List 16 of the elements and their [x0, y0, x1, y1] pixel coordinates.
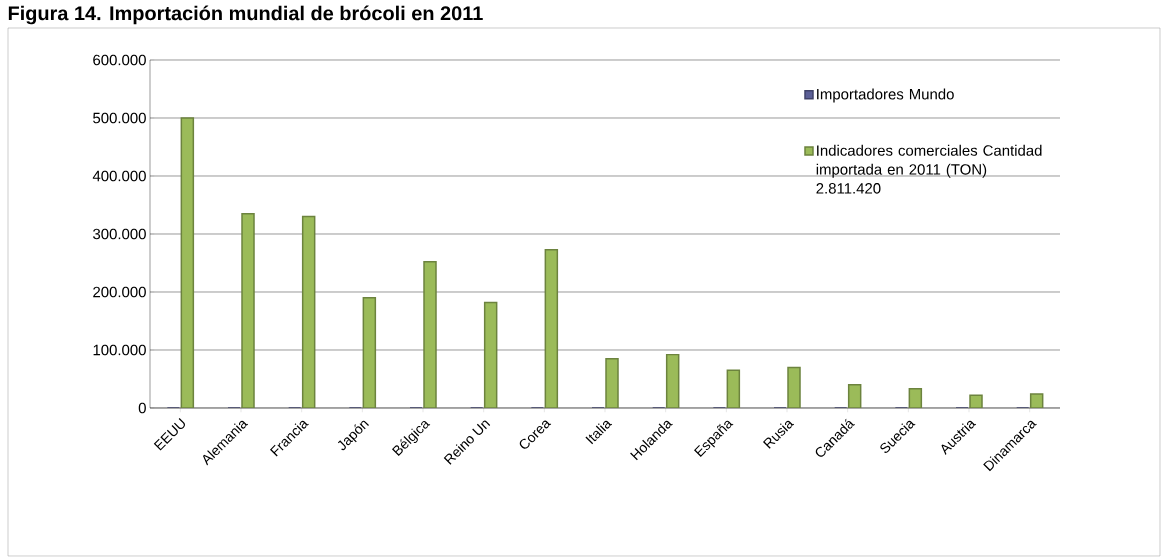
bar	[544, 248, 559, 408]
y-tick-label: 600.000	[93, 54, 146, 66]
y-tick-label: 100.000	[93, 344, 146, 356]
x-tick-label: Italia	[585, 420, 613, 445]
bar	[301, 215, 316, 408]
legend-label: Indicadores comerciales Cantidad importada en 2011 (TON) 2.811.420	[816, 144, 1042, 194]
y-tick-label: 500.000	[93, 112, 146, 124]
y-tick-label: 300.000	[93, 228, 146, 240]
y-tick-label: 0	[138, 402, 146, 414]
y-tick-label: 400.000	[92, 170, 146, 182]
bar	[483, 301, 498, 408]
chart-title: Figura 14. Importación mundial de brócoli en 2011	[8, 5, 483, 25]
bar	[180, 117, 195, 408]
y-tick-label: 200.000	[93, 286, 146, 298]
bar	[362, 297, 377, 408]
legend-label: Importadores Mundo	[817, 88, 954, 103]
